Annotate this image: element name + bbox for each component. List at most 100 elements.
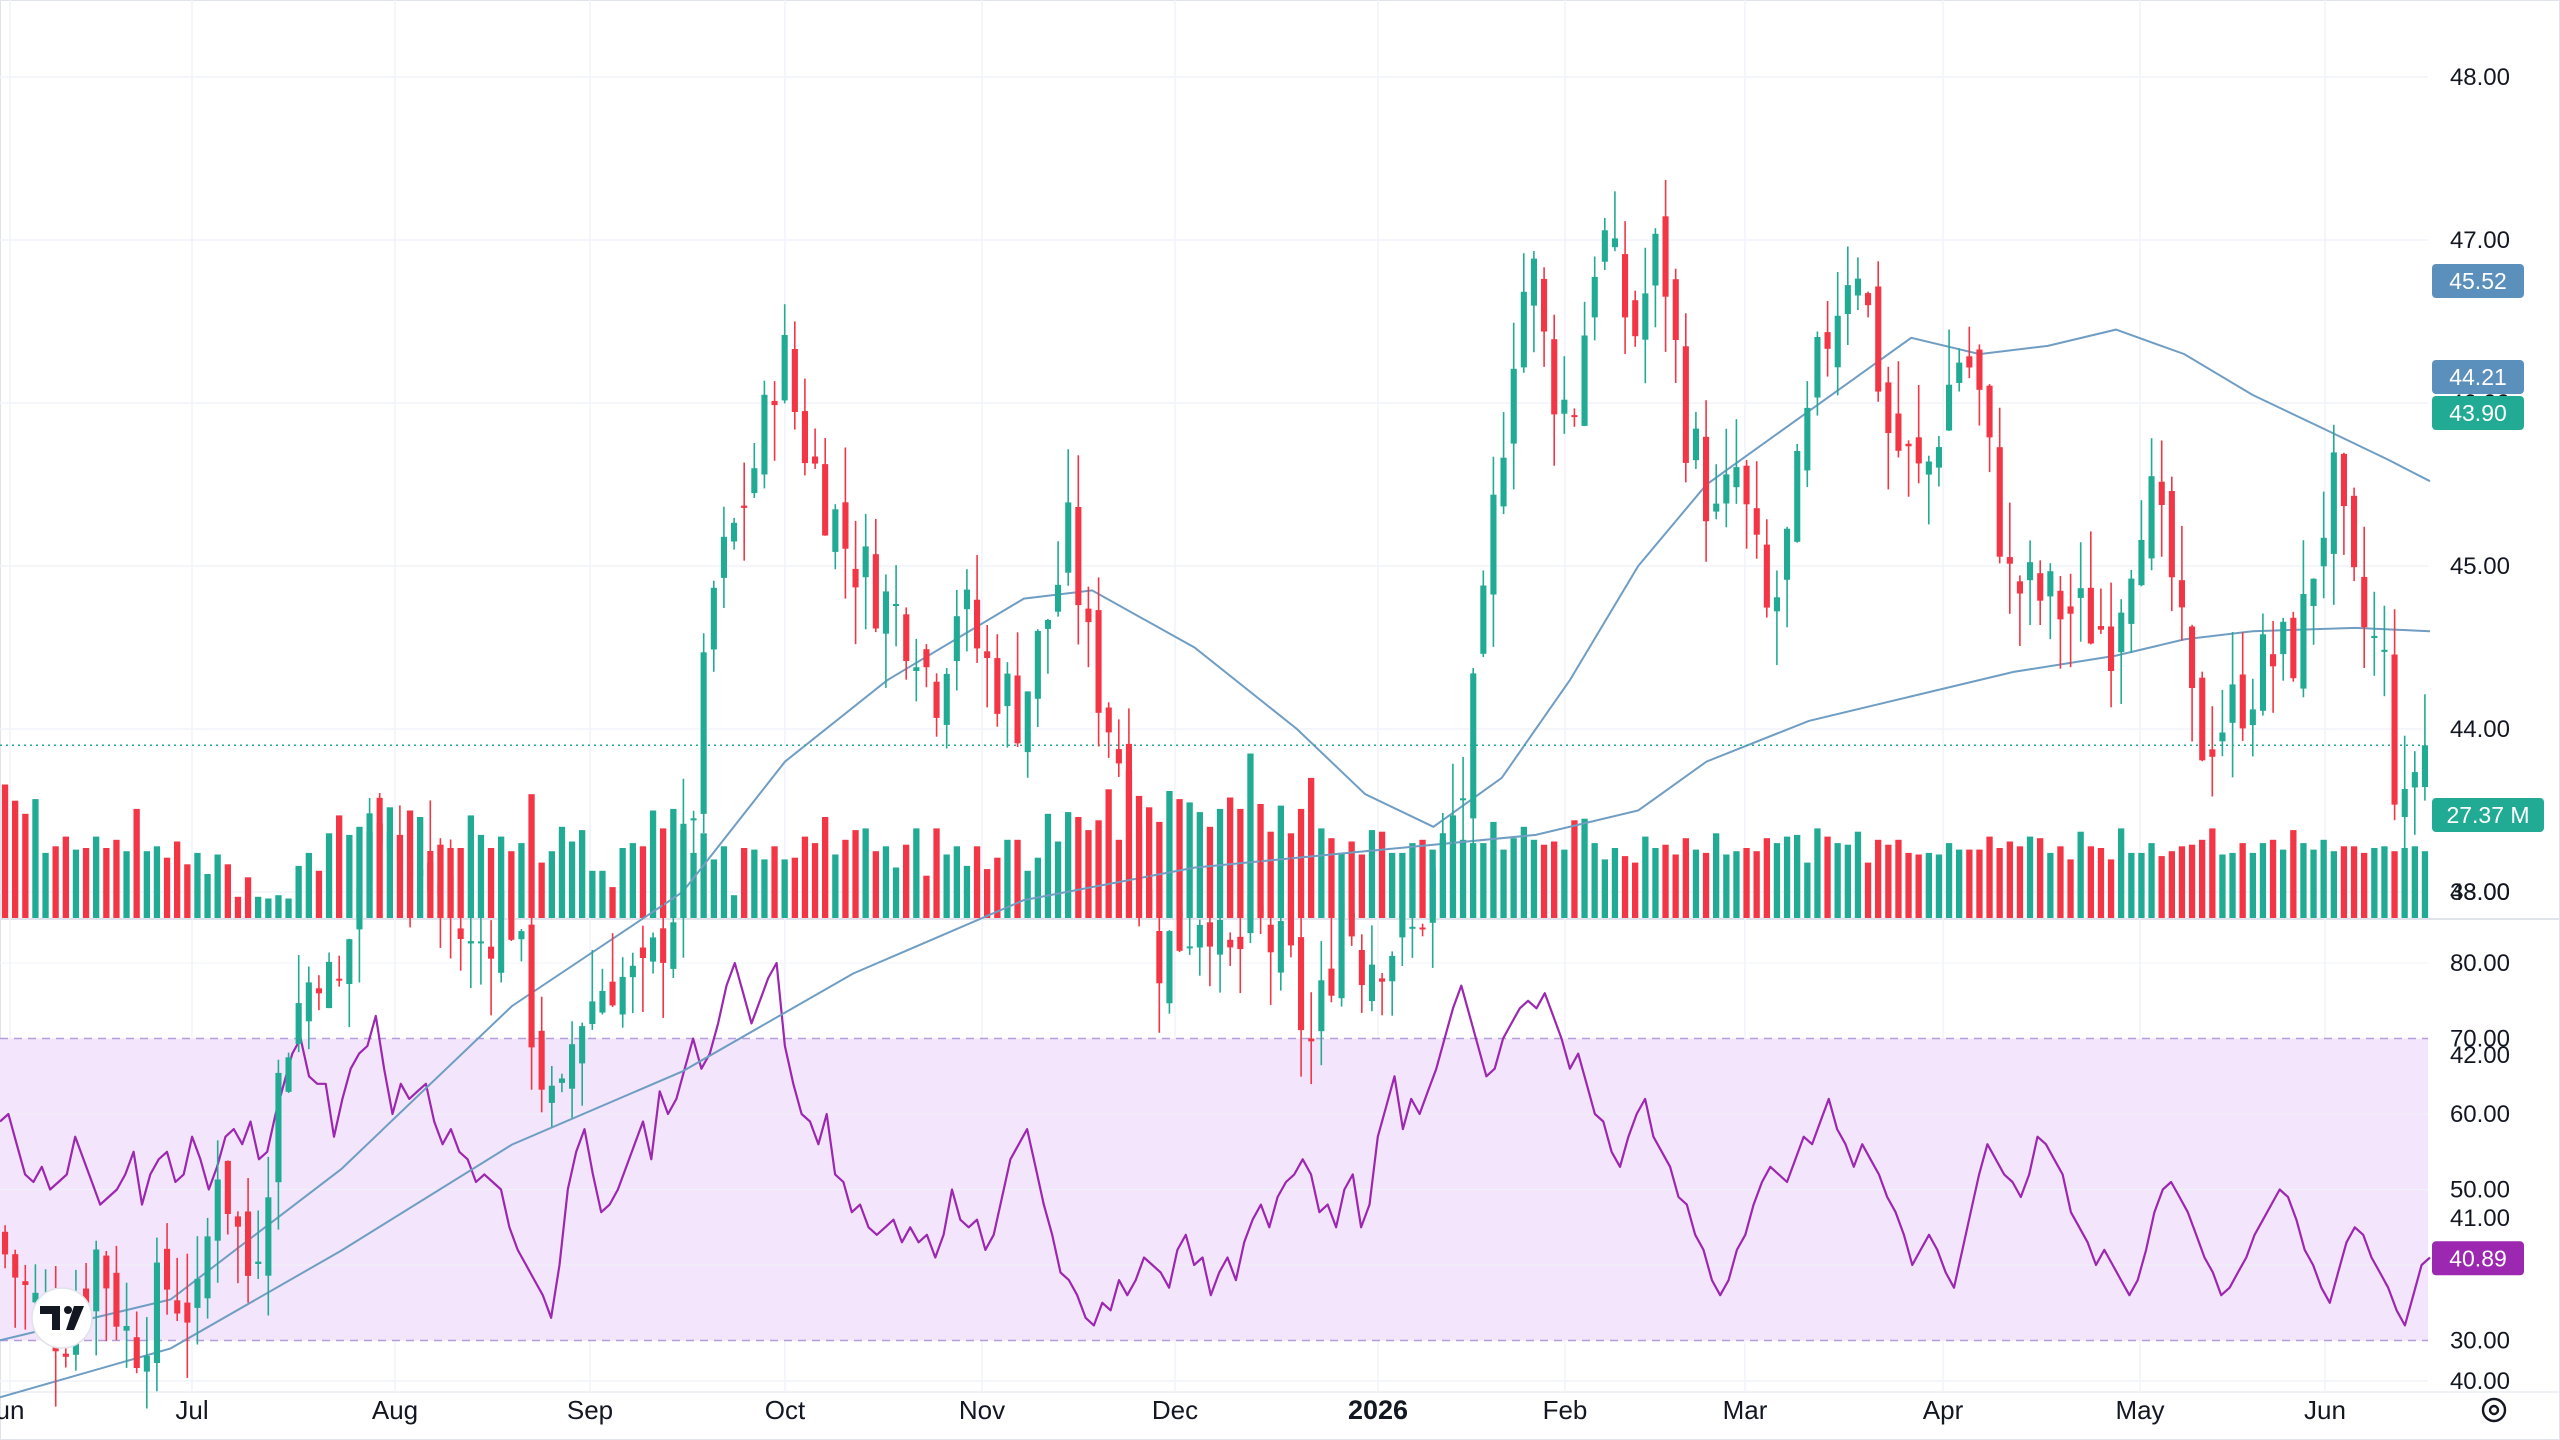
candlestick[interactable] — [569, 1021, 576, 1118]
candlestick[interactable] — [1186, 911, 1193, 955]
candlestick[interactable] — [1956, 348, 1963, 392]
volume-bar[interactable] — [1925, 852, 1932, 918]
volume-bar[interactable] — [1075, 817, 1082, 918]
volume-bar[interactable] — [1500, 849, 1507, 918]
price-axis-label[interactable]: 42.00 — [2450, 1042, 2510, 1069]
time-axis-label[interactable]: Oct — [765, 1395, 806, 1425]
candlestick[interactable] — [1834, 272, 1841, 396]
rsi-axis-label[interactable]: 80.00 — [2450, 950, 2510, 977]
candlestick[interactable] — [1682, 313, 1689, 483]
candlestick[interactable] — [2138, 500, 2145, 587]
candlestick[interactable] — [1480, 570, 1487, 657]
candlestick[interactable] — [1470, 668, 1477, 855]
candlestick[interactable] — [133, 1311, 140, 1374]
volume-bar[interactable] — [1713, 833, 1720, 918]
volume-bar[interactable] — [710, 859, 717, 918]
candlestick[interactable] — [1581, 301, 1588, 427]
volume-bar[interactable] — [285, 898, 292, 919]
volume-bar[interactable] — [2249, 852, 2256, 918]
candlestick[interactable] — [923, 644, 930, 688]
candlestick[interactable] — [660, 894, 667, 1018]
volume-bar[interactable] — [2188, 844, 2196, 918]
candlestick[interactable] — [1875, 261, 1882, 402]
candlestick[interactable] — [872, 519, 879, 633]
volume-bar[interactable] — [1945, 843, 1953, 918]
time-axis-label[interactable]: 2026 — [1348, 1395, 1408, 1425]
volume-bar[interactable] — [1277, 805, 1284, 918]
candlestick[interactable] — [2401, 735, 2408, 861]
candlestick[interactable] — [2351, 487, 2358, 582]
volume-bar[interactable] — [1085, 830, 1092, 918]
candlestick[interactable] — [1986, 384, 1993, 473]
candlestick[interactable] — [224, 1160, 231, 1235]
candlestick[interactable] — [2239, 632, 2246, 741]
volume-bar[interactable] — [579, 830, 586, 918]
candlestick[interactable] — [791, 321, 798, 430]
volume-bar[interactable] — [214, 854, 221, 919]
candlestick[interactable] — [1723, 428, 1730, 528]
volume-bar[interactable] — [791, 857, 798, 918]
volume-bar[interactable] — [1844, 844, 1851, 918]
volume-bar[interactable] — [903, 844, 910, 918]
volume-bar[interactable] — [2006, 841, 2013, 919]
tradingview-logo-icon[interactable] — [31, 1287, 93, 1349]
candlestick[interactable] — [1055, 541, 1062, 617]
volume-bar[interactable] — [346, 834, 353, 918]
candlestick[interactable] — [1399, 890, 1406, 966]
candlestick[interactable] — [1014, 632, 1021, 747]
candlestick[interactable] — [1004, 662, 1011, 748]
candlestick[interactable] — [599, 968, 606, 1015]
candlestick[interactable] — [1136, 814, 1143, 927]
volume-bar[interactable] — [1733, 851, 1740, 918]
candlestick[interactable] — [974, 555, 981, 663]
candlestick[interactable] — [741, 462, 748, 561]
volume-bar[interactable] — [2290, 830, 2297, 918]
volume-bar[interactable] — [93, 836, 100, 918]
volume-bar[interactable] — [1378, 831, 1386, 918]
candlestick[interactable] — [933, 673, 940, 737]
volume-bar[interactable] — [923, 875, 930, 918]
candlestick[interactable] — [1541, 267, 1548, 367]
candlestick[interactable] — [1217, 869, 1224, 993]
candlestick[interactable] — [2027, 540, 2034, 626]
candlestick[interactable] — [639, 925, 646, 1012]
candlestick[interactable] — [771, 381, 778, 461]
volume-bar[interactable] — [2067, 859, 2074, 918]
volume-bar[interactable] — [1520, 826, 1527, 918]
volume-bar[interactable] — [1905, 852, 1912, 918]
candlestick[interactable] — [447, 839, 454, 959]
volume-bar[interactable] — [933, 828, 940, 918]
volume-bar[interactable] — [882, 846, 890, 918]
volume-bar[interactable] — [2047, 852, 2054, 918]
volume-bar[interactable] — [801, 836, 809, 918]
candlestick[interactable] — [366, 798, 373, 903]
volume-bar[interactable] — [1156, 821, 1163, 918]
candlestick[interactable] — [1338, 881, 1345, 1007]
candlestick[interactable] — [1652, 228, 1659, 328]
volume-bar[interactable] — [599, 870, 606, 918]
candlestick[interactable] — [862, 513, 869, 630]
candlestick[interactable] — [2199, 671, 2206, 762]
candlestick[interactable] — [2290, 611, 2297, 682]
candlestick[interactable] — [953, 590, 960, 691]
candlestick[interactable] — [1419, 923, 1426, 937]
candlestick[interactable] — [1358, 934, 1365, 1013]
candlestick[interactable] — [1298, 905, 1305, 1077]
candlestick[interactable] — [2128, 569, 2135, 653]
candlestick[interactable] — [720, 506, 727, 608]
time-axis-label[interactable]: Dec — [1152, 1395, 1198, 1425]
candlestick[interactable] — [801, 378, 808, 476]
volume-bar[interactable] — [670, 808, 677, 918]
volume-bar[interactable] — [143, 851, 150, 918]
volume-bar[interactable] — [32, 799, 39, 918]
candlestick[interactable] — [1784, 526, 1791, 628]
candlestick[interactable] — [12, 1249, 19, 1328]
volume-bar[interactable] — [82, 848, 90, 918]
candlestick[interactable] — [477, 891, 484, 985]
volume-bar[interactable] — [2300, 843, 2307, 918]
candlestick[interactable] — [396, 805, 403, 911]
candlestick[interactable] — [437, 838, 444, 948]
volume-bar[interactable] — [1348, 841, 1355, 919]
volume-bar[interactable] — [2269, 839, 2277, 918]
candlestick[interactable] — [1844, 246, 1851, 346]
